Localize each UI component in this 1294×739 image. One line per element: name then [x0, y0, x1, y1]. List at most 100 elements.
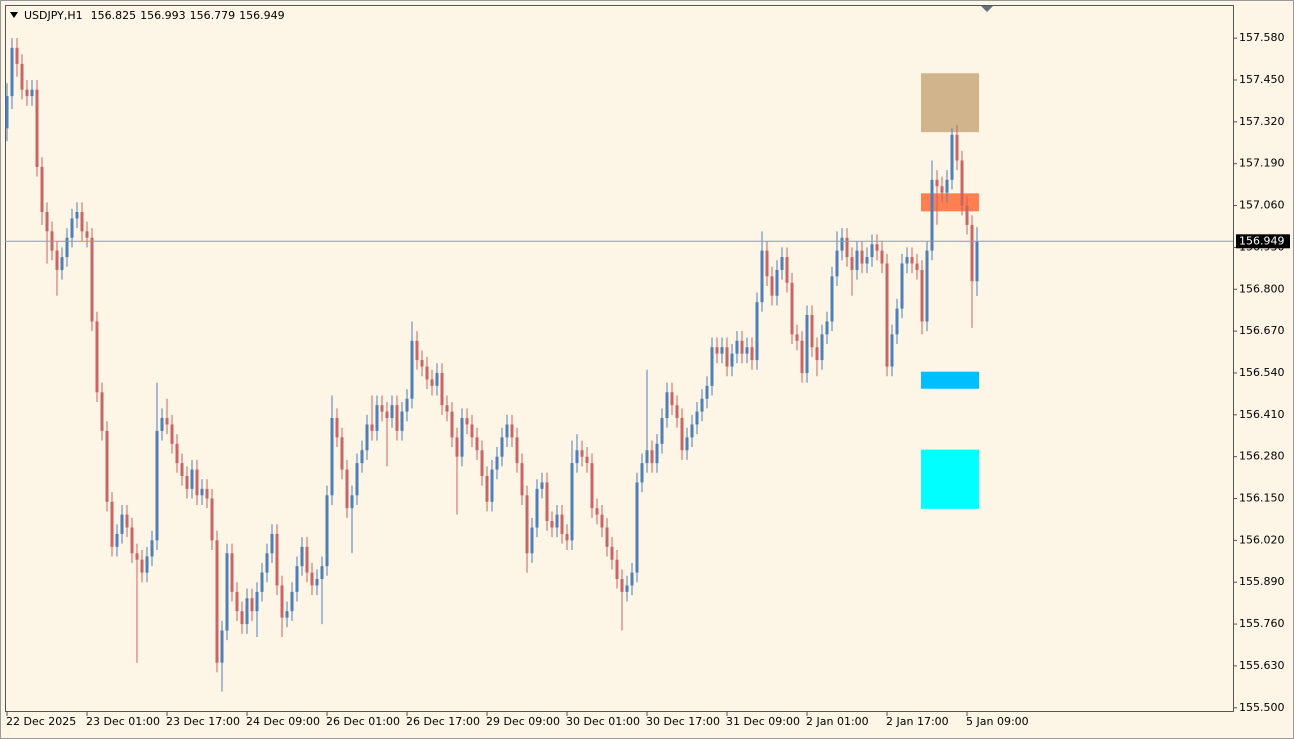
candle-body	[655, 443, 659, 464]
y-tick-label: 157.450	[1239, 73, 1285, 86]
candle-body	[550, 521, 554, 528]
candle-body	[490, 469, 494, 502]
candle-body	[5, 96, 9, 129]
candle-body	[930, 179, 934, 251]
menu-triangle[interactable]	[10, 12, 18, 18]
candle-body	[545, 482, 549, 522]
candle-body	[60, 257, 64, 270]
candle-body	[480, 450, 484, 476]
candle-body	[805, 315, 809, 373]
candle-body	[155, 430, 159, 541]
candle-body	[945, 179, 949, 193]
y-tick-label: 157.320	[1239, 115, 1285, 128]
candle-body	[975, 241, 979, 282]
candle-body	[40, 166, 44, 213]
candle-body	[895, 308, 899, 335]
y-tick-label: 156.670	[1239, 324, 1285, 337]
candle-body	[605, 527, 609, 547]
candle-body	[905, 257, 909, 264]
candle-body	[15, 47, 19, 64]
candle-body	[305, 546, 309, 573]
candle-body	[470, 424, 474, 438]
candle-body	[435, 372, 439, 386]
y-tick-label: 155.630	[1239, 659, 1285, 672]
candle-body	[105, 430, 109, 502]
candle-body	[885, 263, 889, 367]
price-tag	[1236, 234, 1290, 249]
candle-body	[125, 514, 129, 528]
candle-body	[495, 456, 499, 470]
candle-body	[740, 340, 744, 354]
candle-body	[705, 385, 709, 399]
candle-body	[880, 250, 884, 264]
candle-body	[415, 340, 419, 361]
y-tick-label: 157.190	[1239, 157, 1285, 170]
x-tick-label: 26 Dec 01:00	[326, 715, 400, 728]
candle-body	[405, 398, 409, 412]
shift-marker	[981, 6, 993, 12]
candle-body	[660, 418, 664, 444]
candle-body	[330, 418, 334, 496]
candle-body	[425, 366, 429, 380]
chart-title: USDJPY,H1 156.825 156.993 156.779 156.949	[24, 9, 285, 22]
candle-body	[755, 302, 759, 361]
candle-body	[510, 424, 514, 438]
candle-body	[350, 495, 354, 509]
candle-body	[310, 572, 314, 586]
candle-body	[555, 514, 559, 528]
candle-body	[20, 63, 24, 90]
candle-body	[295, 566, 299, 592]
y-tick-label: 155.760	[1239, 617, 1285, 630]
x-tick-label: 23 Dec 01:00	[86, 715, 160, 728]
candle-body	[175, 443, 179, 464]
candle-body	[160, 418, 164, 431]
candle-body	[970, 224, 974, 282]
candle-body	[685, 437, 689, 451]
candle-body	[345, 469, 349, 509]
candle-body	[200, 488, 204, 496]
candle-body	[775, 269, 779, 296]
candle-body	[615, 559, 619, 580]
candle-body	[610, 546, 614, 560]
candle-body	[340, 437, 344, 470]
candle-body	[120, 514, 124, 534]
x-tick-label: 30 Dec 17:00	[646, 715, 720, 728]
candle-body	[270, 533, 274, 554]
candle-body	[735, 340, 739, 354]
candle-body	[710, 347, 714, 386]
candle-body	[205, 488, 209, 499]
zone	[921, 193, 979, 212]
candle-body	[80, 212, 84, 232]
candle-body	[750, 347, 754, 361]
candle-body	[475, 437, 479, 451]
close-value: 156.949	[239, 9, 285, 22]
candle-body	[580, 450, 584, 457]
candle-body	[770, 276, 774, 296]
candle-body	[795, 334, 799, 341]
y-tick-label: 156.800	[1239, 282, 1285, 295]
candle-body	[530, 527, 534, 554]
candle-body	[565, 533, 569, 541]
y-tick-label: 155.500	[1239, 701, 1285, 714]
candle-body	[195, 469, 199, 496]
candle-body	[35, 89, 39, 167]
candle-body	[45, 212, 49, 232]
candle-body	[215, 540, 219, 663]
y-tick-label: 157.060	[1239, 199, 1285, 212]
candle-body	[720, 347, 724, 354]
candle-body	[840, 237, 844, 251]
y-tick-label: 155.890	[1239, 575, 1285, 588]
zone	[921, 73, 979, 133]
candle-body	[935, 179, 939, 187]
candle-body	[790, 282, 794, 335]
candle-body	[950, 134, 954, 180]
zone	[921, 371, 979, 389]
candle-body	[675, 405, 679, 419]
candle-body	[890, 334, 894, 367]
y-tick-label: 156.020	[1239, 533, 1285, 546]
candle-body	[835, 250, 839, 277]
candle-body	[695, 411, 699, 425]
candle-body	[715, 347, 719, 354]
x-tick-label: 26 Dec 17:00	[406, 715, 480, 728]
